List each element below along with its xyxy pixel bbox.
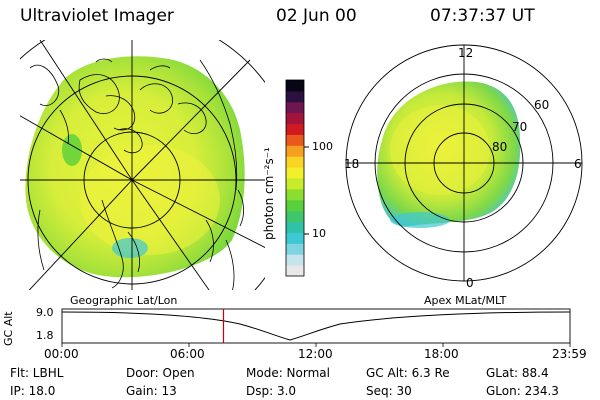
altitude-ytick-high: 9.0 (36, 306, 54, 319)
colorbar-segment (286, 90, 304, 103)
aurora-cyan-patch (112, 238, 148, 258)
colorbar-label-10: 10 (312, 227, 326, 240)
mlt-label-12: 12 (458, 46, 474, 60)
mlat-mlt-plot (345, 44, 583, 282)
status-gc-alt: GC Alt: 6.3 Re (366, 366, 450, 380)
mlt-label-18: 18 (344, 157, 360, 171)
colorbar-segment (286, 210, 304, 223)
altitude-plot (61, 308, 571, 347)
status-seq: Seq: 30 (366, 384, 412, 398)
colorbar-segment (286, 167, 304, 179)
mlt-label-0: 0 (466, 276, 474, 290)
altitude-xtick-1: 06:00 (170, 347, 205, 361)
altitude-xtick-2: 12:00 (298, 347, 333, 361)
colorbar-segment (286, 156, 304, 168)
latlon-grid (20, 40, 265, 290)
status-dsp: Dsp: 3.0 (246, 384, 297, 398)
colorbar-segment (286, 145, 304, 157)
colorbar-frame (285, 79, 305, 277)
colorbar-segment (286, 112, 304, 125)
aurora-cyan-patch-2 (62, 134, 82, 166)
geographic-caption: Geographic Lat/Lon (70, 294, 178, 307)
geographic-map (20, 40, 265, 290)
status-door: Door: Open (126, 366, 195, 380)
instrument-title: Ultraviolet Imager (20, 6, 174, 26)
aurora-bright-core-right (390, 105, 490, 195)
altitude-ylabel: GC Alt (2, 311, 15, 346)
colorbar-segment (286, 199, 304, 212)
status-glat: GLat: 88.4 (486, 366, 549, 380)
colorbar-segment (286, 188, 304, 201)
colorbar-segment (286, 123, 304, 135)
mlat-label-80: 80 (492, 140, 508, 154)
altitude-curve (61, 311, 571, 341)
colorbar-segment (286, 265, 304, 277)
status-glon: GLon: 234.3 (486, 384, 559, 398)
altitude-xtick-4: 23:59 (552, 347, 587, 361)
colorbar (286, 80, 304, 277)
status-gain: Gain: 13 (126, 384, 177, 398)
status-ip: IP: 18.0 (10, 384, 56, 398)
aurora-cyan-edge (390, 212, 450, 228)
colorbar-unit-label: photon cm⁻²s⁻¹ (262, 147, 276, 240)
colorbar-segment (286, 101, 304, 114)
polar-grid (345, 44, 583, 282)
altitude-xtick-3: 18:00 (424, 347, 459, 361)
colorbar-segment (286, 80, 304, 92)
altitude-xticks (61, 343, 571, 347)
altitude-plot-frame (61, 308, 571, 344)
time-label: 07:37:37 UT (430, 6, 535, 26)
colorbar-segment (286, 243, 304, 255)
apex-caption: Apex MLat/MLT (424, 294, 507, 307)
aurora-bright-core (80, 145, 220, 255)
colorbar-segment (286, 134, 304, 146)
status-filter: Flt: LBHL (10, 366, 64, 380)
mlat-label-70: 70 (512, 120, 528, 134)
colorbar-segment (286, 178, 304, 190)
colorbar-segment (286, 254, 304, 266)
colorbar-label-100: 100 (312, 140, 333, 153)
colorbar-segment (286, 221, 304, 233)
altitude-ytick-low: 1.8 (36, 329, 54, 342)
date-label: 02 Jun 00 (276, 6, 357, 26)
mlat-label-60: 60 (534, 98, 550, 112)
altitude-xtick-0: 00:00 (44, 347, 79, 361)
colorbar-segment (286, 232, 304, 244)
mlt-label-6: 6 (574, 157, 582, 171)
status-mode: Mode: Normal (246, 366, 330, 380)
